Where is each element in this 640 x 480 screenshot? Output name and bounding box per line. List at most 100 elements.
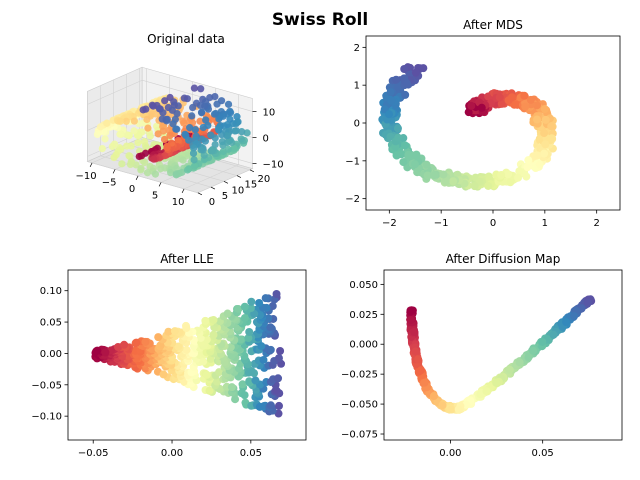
data-point xyxy=(266,323,275,332)
y-tick xyxy=(249,169,255,173)
data-point xyxy=(219,147,227,156)
data-point xyxy=(134,139,142,147)
data-point xyxy=(197,85,205,93)
grid-line xyxy=(183,164,239,190)
data-point xyxy=(423,171,432,180)
grid-line xyxy=(142,79,253,112)
data-point xyxy=(167,169,175,177)
data-point xyxy=(197,109,206,117)
x-tick xyxy=(181,188,185,194)
data-point xyxy=(183,166,192,174)
data-point xyxy=(231,395,240,404)
y-tick-label: −0.05 xyxy=(31,380,62,391)
data-point xyxy=(143,115,151,124)
data-point xyxy=(213,100,221,108)
data-point xyxy=(169,120,177,128)
data-point xyxy=(209,330,218,339)
data-point xyxy=(149,102,157,110)
data-point xyxy=(255,298,264,307)
y-tick xyxy=(197,192,203,196)
data-point xyxy=(120,340,129,349)
x-tick-label: 0.00 xyxy=(439,448,461,459)
data-point xyxy=(244,334,253,343)
data-point xyxy=(240,302,249,311)
data-point xyxy=(404,150,413,159)
subplot-title: Original data xyxy=(147,32,225,46)
data-point xyxy=(497,99,506,108)
data-point xyxy=(215,115,223,123)
data-point xyxy=(504,170,513,179)
y-tick-label: −0.050 xyxy=(341,400,378,411)
x-tick-label: −5 xyxy=(102,177,117,188)
data-point xyxy=(135,152,143,161)
y-tick-label: 2 xyxy=(354,43,360,54)
data-point xyxy=(515,167,524,176)
plot-after-mds: After MDS −2 −1 0 1 2 −2 −1 0 1 2 xyxy=(345,18,621,229)
data-point xyxy=(118,160,126,168)
data-point xyxy=(116,117,124,125)
data-point xyxy=(524,352,533,361)
scatter-points xyxy=(93,84,251,179)
data-point xyxy=(261,294,270,303)
z-tick-label: 10 xyxy=(263,107,276,118)
data-point xyxy=(414,355,423,364)
data-point xyxy=(159,109,167,117)
data-point xyxy=(259,355,268,364)
data-point xyxy=(441,177,450,186)
data-point xyxy=(470,182,479,191)
data-point xyxy=(199,357,208,366)
data-point xyxy=(154,130,162,138)
data-point xyxy=(495,93,504,102)
data-point xyxy=(482,387,491,396)
data-point xyxy=(430,171,439,180)
data-point xyxy=(101,348,110,357)
data-point xyxy=(416,366,425,375)
y-tick-label: 0.05 xyxy=(40,318,62,329)
x-tick-label: 2 xyxy=(593,218,599,229)
data-point xyxy=(108,142,116,151)
data-point xyxy=(245,377,254,386)
x-tick-label: −1 xyxy=(434,218,449,229)
x-tick-label: −2 xyxy=(382,218,397,229)
data-point xyxy=(198,135,206,143)
data-point xyxy=(401,141,410,150)
data-point xyxy=(231,127,239,135)
data-point xyxy=(137,166,145,174)
y-tick-label: −2 xyxy=(345,194,360,205)
data-point xyxy=(268,302,277,311)
data-point xyxy=(547,134,556,143)
data-point xyxy=(110,153,118,162)
data-point xyxy=(540,129,549,138)
data-point xyxy=(190,162,199,170)
data-point xyxy=(190,144,198,152)
data-point xyxy=(160,135,169,144)
data-point xyxy=(272,289,281,298)
data-point xyxy=(547,122,556,131)
x-tick xyxy=(89,162,93,168)
data-point xyxy=(492,378,501,387)
data-point xyxy=(159,370,168,379)
data-point xyxy=(98,145,106,153)
x-tick xyxy=(112,169,116,174)
data-point xyxy=(393,83,402,92)
x-tick xyxy=(135,175,139,181)
data-point xyxy=(116,130,124,138)
data-point xyxy=(130,127,138,135)
x-tick-label: 5 xyxy=(152,190,158,201)
data-point xyxy=(540,105,549,114)
data-point xyxy=(387,96,396,105)
data-point xyxy=(422,160,431,169)
data-point xyxy=(243,129,251,137)
figure-title: Swiss Roll xyxy=(272,10,368,30)
data-point xyxy=(533,115,542,124)
data-point xyxy=(123,131,131,139)
data-point xyxy=(266,401,275,410)
y-tick-label: −1 xyxy=(345,156,360,167)
data-point xyxy=(477,103,486,112)
plot-after-diffusion-map: After Diffusion Map 0.00 0.05 −0.075 −0.050 −… xyxy=(341,252,623,459)
data-point xyxy=(410,160,419,169)
y-tick-label: 20 xyxy=(258,174,271,185)
data-point xyxy=(240,391,249,400)
data-point xyxy=(190,84,199,92)
